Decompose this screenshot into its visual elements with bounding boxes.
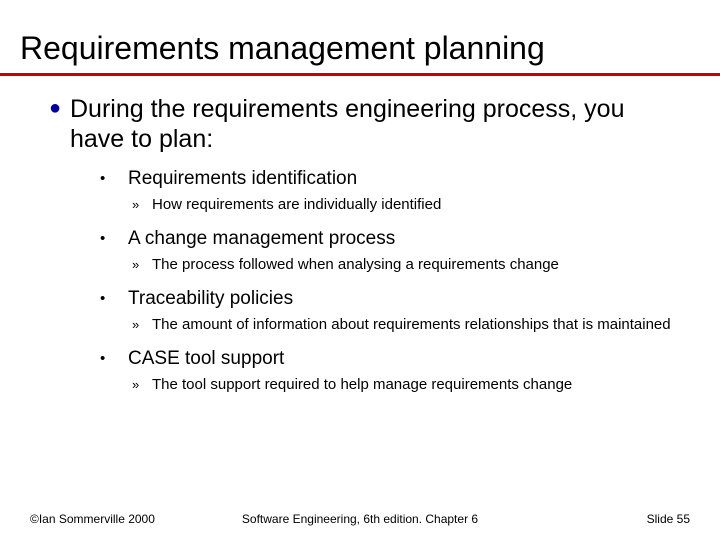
sub-item: » The amount of information about requir… (132, 316, 680, 334)
sub-list: » The tool support required to help mana… (100, 376, 680, 394)
item-label: Traceability policies (128, 288, 293, 310)
sub-item: » The process followed when analysing a … (132, 256, 680, 274)
sub-list: » The process followed when analysing a … (100, 256, 680, 274)
bullet-dot-icon: • (100, 288, 128, 310)
sub-item: » How requirements are individually iden… (132, 196, 680, 214)
bullet-raquo-icon: » (132, 256, 152, 274)
item-label: Requirements identification (128, 168, 357, 190)
footer-center: Software Engineering, 6th edition. Chapt… (0, 512, 720, 526)
list-item: • Traceability policies (100, 288, 680, 310)
bullet-dot-icon: • (100, 348, 128, 370)
bullet-raquo-icon: » (132, 376, 152, 394)
bullet-disc-icon: ● (40, 94, 70, 122)
bullet-raquo-icon: » (132, 316, 152, 334)
item-label: A change management process (128, 228, 395, 250)
list-item: • CASE tool support (100, 348, 680, 370)
bullet-dot-icon: • (100, 168, 128, 190)
intro-text: During the requirements engineering proc… (70, 94, 680, 154)
slide-title: Requirements management planning (0, 0, 720, 73)
list-item: • Requirements identification (100, 168, 680, 190)
slide-body: ● During the requirements engineering pr… (0, 76, 720, 394)
sub-list: » How requirements are individually iden… (100, 196, 680, 214)
intro-item: ● During the requirements engineering pr… (40, 94, 680, 154)
item-label: CASE tool support (128, 348, 284, 370)
bullet-raquo-icon: » (132, 196, 152, 214)
slide: Requirements management planning ● Durin… (0, 0, 720, 540)
list-item: • A change management process (100, 228, 680, 250)
sub-text: The amount of information about requirem… (152, 316, 671, 334)
bullet-dot-icon: • (100, 228, 128, 250)
sub-text: How requirements are individually identi… (152, 196, 441, 214)
sub-text: The tool support required to help manage… (152, 376, 572, 394)
items-list: • Requirements identification » How requ… (40, 168, 680, 394)
sub-item: » The tool support required to help mana… (132, 376, 680, 394)
sub-text: The process followed when analysing a re… (152, 256, 559, 274)
sub-list: » The amount of information about requir… (100, 316, 680, 334)
slide-footer: Software Engineering, 6th edition. Chapt… (0, 512, 720, 526)
